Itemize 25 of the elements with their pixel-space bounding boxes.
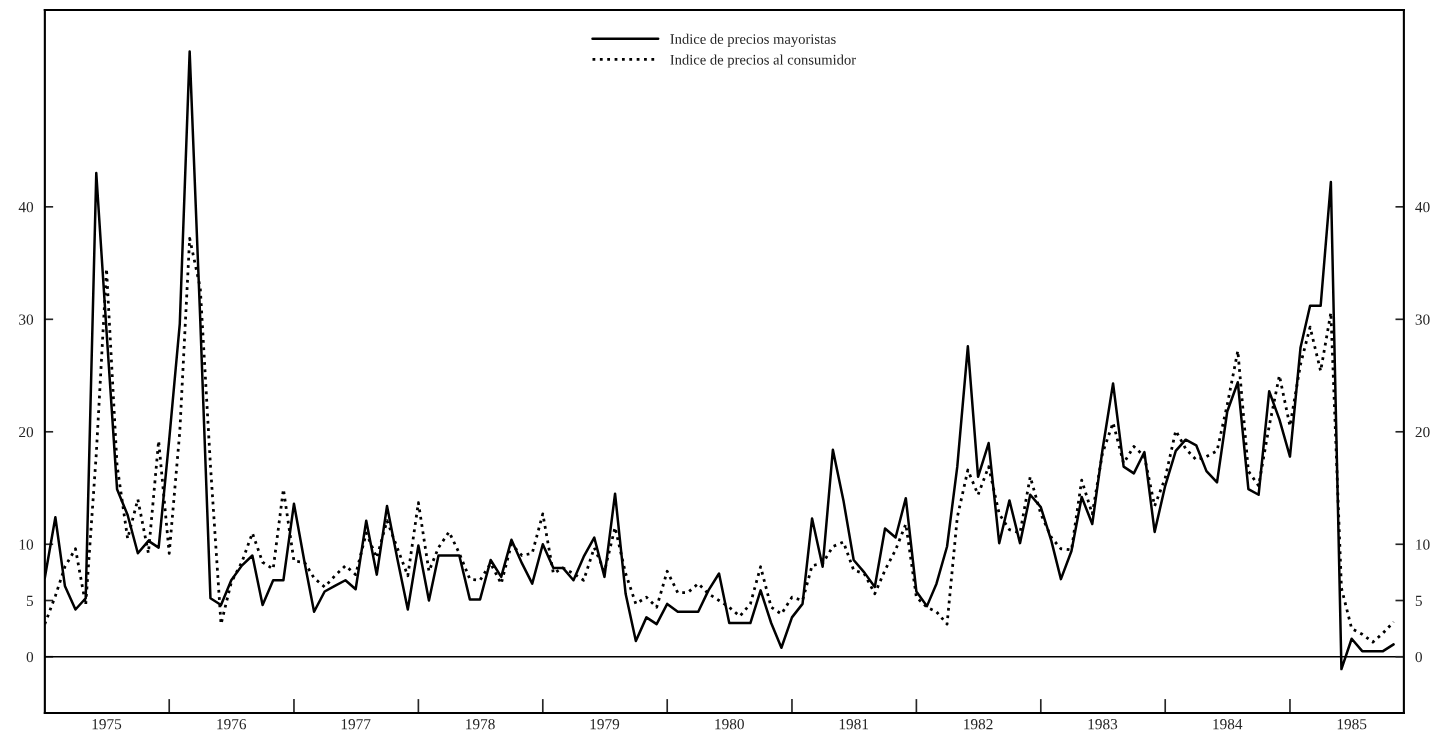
y-tick-label: 30 — [19, 314, 34, 325]
y-tick-label: 20 — [19, 426, 34, 438]
y-tick-label: 5 — [26, 595, 34, 606]
x-tick-label: 1984 — [1213, 718, 1243, 730]
y-tick-label: 10 — [19, 539, 34, 550]
y2-tick-label: 30 — [1415, 314, 1430, 325]
x-tick-label: 1976 — [217, 719, 247, 730]
legend-label: Indice de precios mayoristas — [670, 33, 836, 48]
x-tick-label: 1981 — [839, 718, 869, 730]
y-tick-label: 0 — [26, 651, 34, 663]
x-tick-label: 1982 — [964, 718, 993, 730]
x-tick-label: 1977 — [341, 719, 371, 730]
x-tick-label: 1983 — [1088, 718, 1118, 730]
y-tick-label: 40 — [18, 201, 34, 213]
y2-tick-label: 40 — [1415, 201, 1430, 213]
x-tick-label: 1978 — [466, 718, 495, 730]
y2-tick-label: 10 — [1416, 539, 1430, 550]
y2-tick-label: 20 — [1415, 426, 1430, 438]
x-tick-label: 1975 — [92, 719, 122, 730]
y2-tick-label: 0 — [1415, 651, 1422, 663]
legend-label: Indice de precios al consumidor — [670, 54, 856, 68]
x-tick-label: 1980 — [715, 718, 744, 730]
x-tick-label: 1985 — [1337, 718, 1367, 730]
x-tick-label: 1979 — [590, 719, 620, 730]
y2-tick-label: 5 — [1415, 595, 1422, 606]
